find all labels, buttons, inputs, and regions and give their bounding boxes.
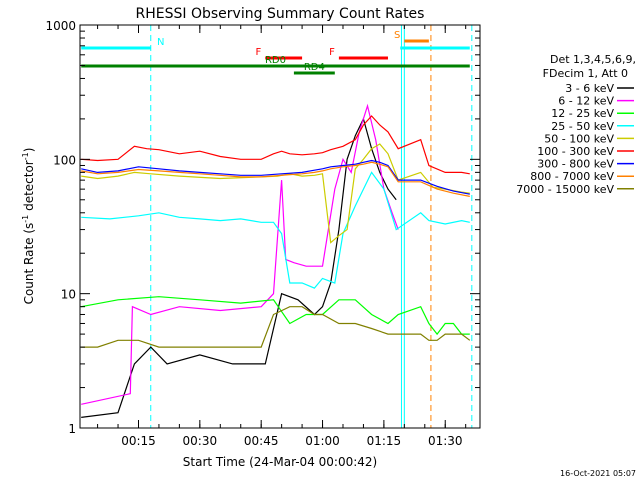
series-line-7 — [81, 161, 470, 197]
flag-label-5: S — [394, 30, 400, 41]
series-line-1 — [81, 103, 399, 405]
series-line-3 — [81, 171, 470, 289]
flag-label-2: F — [329, 47, 335, 58]
legend-header-line-2: FDecim 1, Att 0 — [543, 67, 628, 80]
y-axis: 1 10 100 1000 — [45, 19, 480, 436]
x-axis: 00:15 00:30 00:45 01:00 01:15 01:30 — [97, 25, 467, 448]
x-tick-label-3: 01:00 — [305, 434, 340, 448]
legend: Det 1,3,4,5,6,9, FDecim 1, Att 0 3 - 6 k… — [516, 53, 636, 196]
legend-label-8: 7000 - 15000 keV — [516, 183, 614, 196]
plot-frame — [79, 24, 481, 429]
series-line-0 — [81, 117, 397, 418]
flag-label-4: RD4 — [304, 62, 325, 73]
legend-label-5: 100 - 300 keV — [537, 145, 614, 158]
legend-label-6: 300 - 800 keV — [537, 158, 614, 171]
series-line-2 — [81, 296, 470, 336]
y-tick-label-0: 1 — [68, 422, 76, 436]
x-tick-label-5: 01:30 — [428, 434, 463, 448]
legend-label-7: 800 - 7000 keV — [530, 170, 614, 183]
flag-label-0: N — [157, 37, 164, 48]
chart-title: RHESSI Observing Summary Count Rates — [136, 6, 425, 22]
series-line-6 — [81, 159, 470, 195]
y-tick-label-2: 100 — [53, 153, 76, 167]
flag-label-1: F — [256, 47, 262, 58]
series-line-5 — [81, 115, 470, 175]
y-tick-label-1: 10 — [61, 288, 76, 302]
flag-label-3: RD0 — [265, 55, 286, 66]
y-axis-label: Count Rate (s-1 detector-1) — [21, 148, 36, 305]
x-tick-label-1: 00:30 — [183, 434, 218, 448]
legend-header-line-1: Det 1,3,4,5,6,9, — [550, 53, 636, 66]
series-line-4 — [81, 143, 470, 244]
legend-label-2: 12 - 25 keV — [551, 107, 614, 120]
timestamp: 16-Oct-2021 05:07 — [560, 469, 636, 478]
legend-label-1: 6 - 12 keV — [558, 95, 614, 108]
x-tick-label-2: 00:45 — [244, 434, 279, 448]
x-tick-label-0: 00:15 — [121, 434, 156, 448]
series-line-8 — [81, 306, 471, 348]
legend-label-3: 25 - 50 keV — [551, 120, 614, 133]
x-tick-label-4: 01:15 — [367, 434, 402, 448]
legend-label-0: 3 - 6 keV — [565, 82, 614, 95]
x-axis-label: Start Time (24-Mar-04 00:00:42) — [183, 455, 377, 469]
legend-label-4: 50 - 100 keV — [544, 132, 614, 145]
y-tick-label-3: 1000 — [45, 19, 76, 33]
